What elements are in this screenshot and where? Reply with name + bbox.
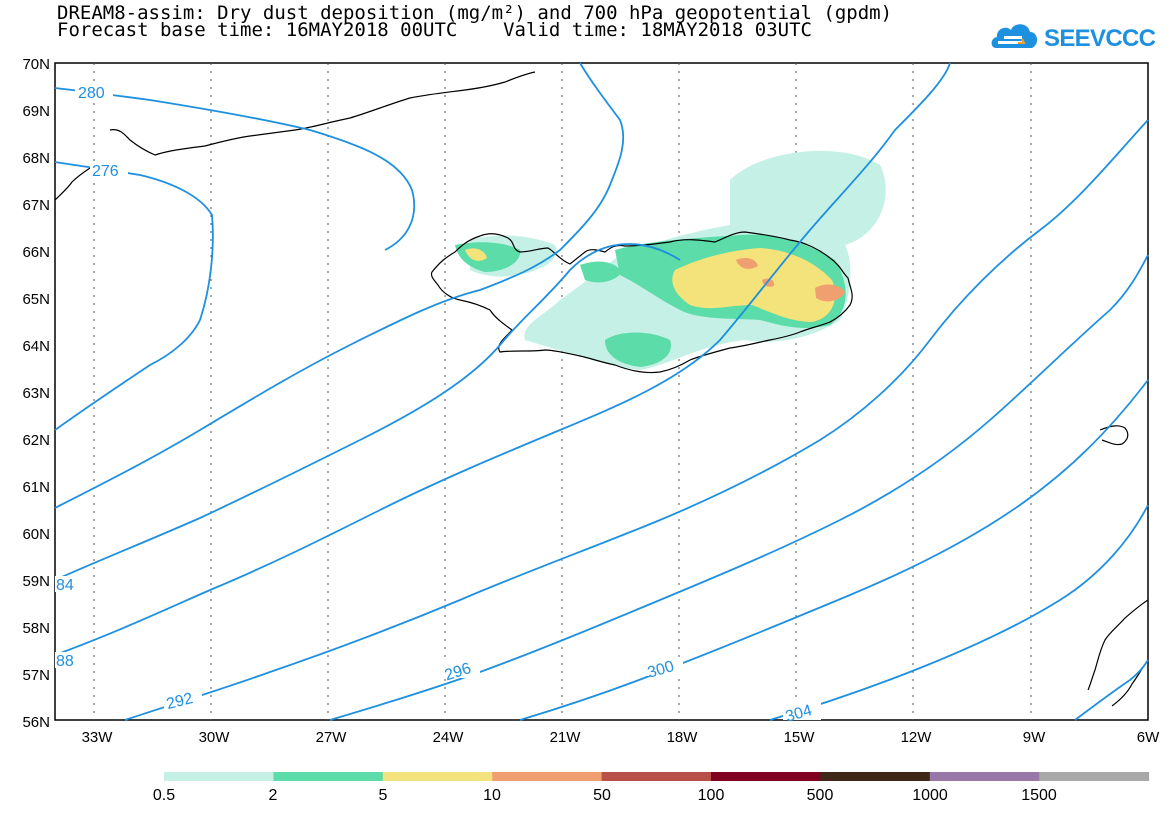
lat-label: 56N [22,714,50,731]
lat-label: 68N [22,150,50,167]
lon-label: 12W [901,729,933,746]
colorbar-segment [601,772,712,781]
cloud-icon [991,24,1038,48]
faroe-islands [1099,425,1129,446]
contour-304 [519,379,1149,721]
contour-308 [769,504,1149,721]
lat-label: 69N [22,103,50,120]
colorbar-labels: 0.5 2 5 10 50 100 500 1000 1500 [153,787,1057,804]
lon-label: 18W [667,729,699,746]
lat-label: 64N [22,338,50,355]
coastlines [54,71,1149,707]
lat-label: 66N [22,244,50,261]
lon-label: 6W [1137,729,1160,746]
lat-label: 59N [22,573,50,590]
colorbar-segment [1039,772,1150,781]
map-frame [54,62,1149,721]
contour-276 [54,161,214,431]
colorbar-segment [929,772,1040,781]
greenland-coast [109,71,536,156]
lat-label: 58N [22,620,50,637]
contour-label-284: 84 [56,577,74,594]
contour-280 [54,87,416,251]
colorbar-label: 1500 [1021,787,1057,804]
colorbar-label: 10 [483,787,501,804]
lon-label: 30W [199,729,231,746]
contour-labels: 280 276 84 88 292 296 300 304 [55,84,821,726]
lat-label: 62N [22,432,50,449]
greenland-east-coast [54,167,91,201]
lat-label: 61N [22,479,50,496]
grid [93,63,1032,720]
iceland-coast [430,231,853,374]
map-title-line1: DREAM8-assim: Dry dust deposition (mg/m²… [57,2,893,24]
lon-label: 15W [784,729,816,746]
lat-label: 63N [22,385,50,402]
lat-label: 60N [22,526,50,543]
dust-area-yellow-west [465,248,487,261]
logo-text: SEEVCCC [1044,25,1156,52]
contour-label-288: 88 [56,653,74,670]
colorbar-label: 500 [807,787,834,804]
seevccc-logo: SEEVCCC [991,24,1156,52]
lat-label: 65N [22,291,50,308]
dust-area-yellow [672,248,836,322]
lon-label: 24W [433,729,465,746]
contour-292 [54,62,951,656]
lat-label: 57N [22,667,50,684]
lat-label: 70N [22,56,50,73]
lon-label: 27W [316,729,348,746]
lon-label: 9W [1023,729,1046,746]
dust-area-orange-3 [815,284,845,302]
lat-label: 67N [22,197,50,214]
colorbar-segment [382,772,493,781]
colorbar-segment [273,772,384,781]
contour-label-292: 292 [165,690,195,713]
contour-label-276: 276 [92,163,119,180]
contour-label-304: 304 [784,702,814,726]
colorbar-label: 50 [593,787,611,804]
dust-area-green-center [580,261,622,283]
latitude-labels: 70N 69N 68N 67N 66N 65N 64N 63N 62N 61N … [22,56,50,731]
contour-label-300: 300 [646,658,676,682]
longitude-labels: 33W 30W 27W 24W 21W 18W 15W 12W 9W 6W [82,729,1161,746]
contour-312 [1074,659,1149,721]
scotland-coast [1087,599,1149,707]
dust-shading [455,150,886,370]
colorbar-segment [492,772,603,781]
colorbar-label: 100 [698,787,725,804]
dust-area-orange-1 [736,258,758,269]
colorbar-segment [820,772,931,781]
colorbar-segment [164,772,274,781]
contour-288 [54,243,681,581]
colorbar-label: 1000 [912,787,948,804]
contour-284 [54,62,625,509]
map-title-line2: Forecast base time: 16MAY2018 00UTC Vali… [57,19,812,41]
colorbar [164,772,1150,781]
colorbar-label: 5 [379,787,388,804]
contour-296 [124,119,1149,721]
lon-label: 21W [550,729,582,746]
dust-area-green-south [605,332,671,367]
contour-label-280: 280 [78,85,105,102]
colorbar-label: 2 [269,787,278,804]
lon-label: 33W [82,729,114,746]
colorbar-segment [711,772,821,781]
colorbar-label: 0.5 [153,787,175,804]
geopotential-contours [54,62,1149,721]
